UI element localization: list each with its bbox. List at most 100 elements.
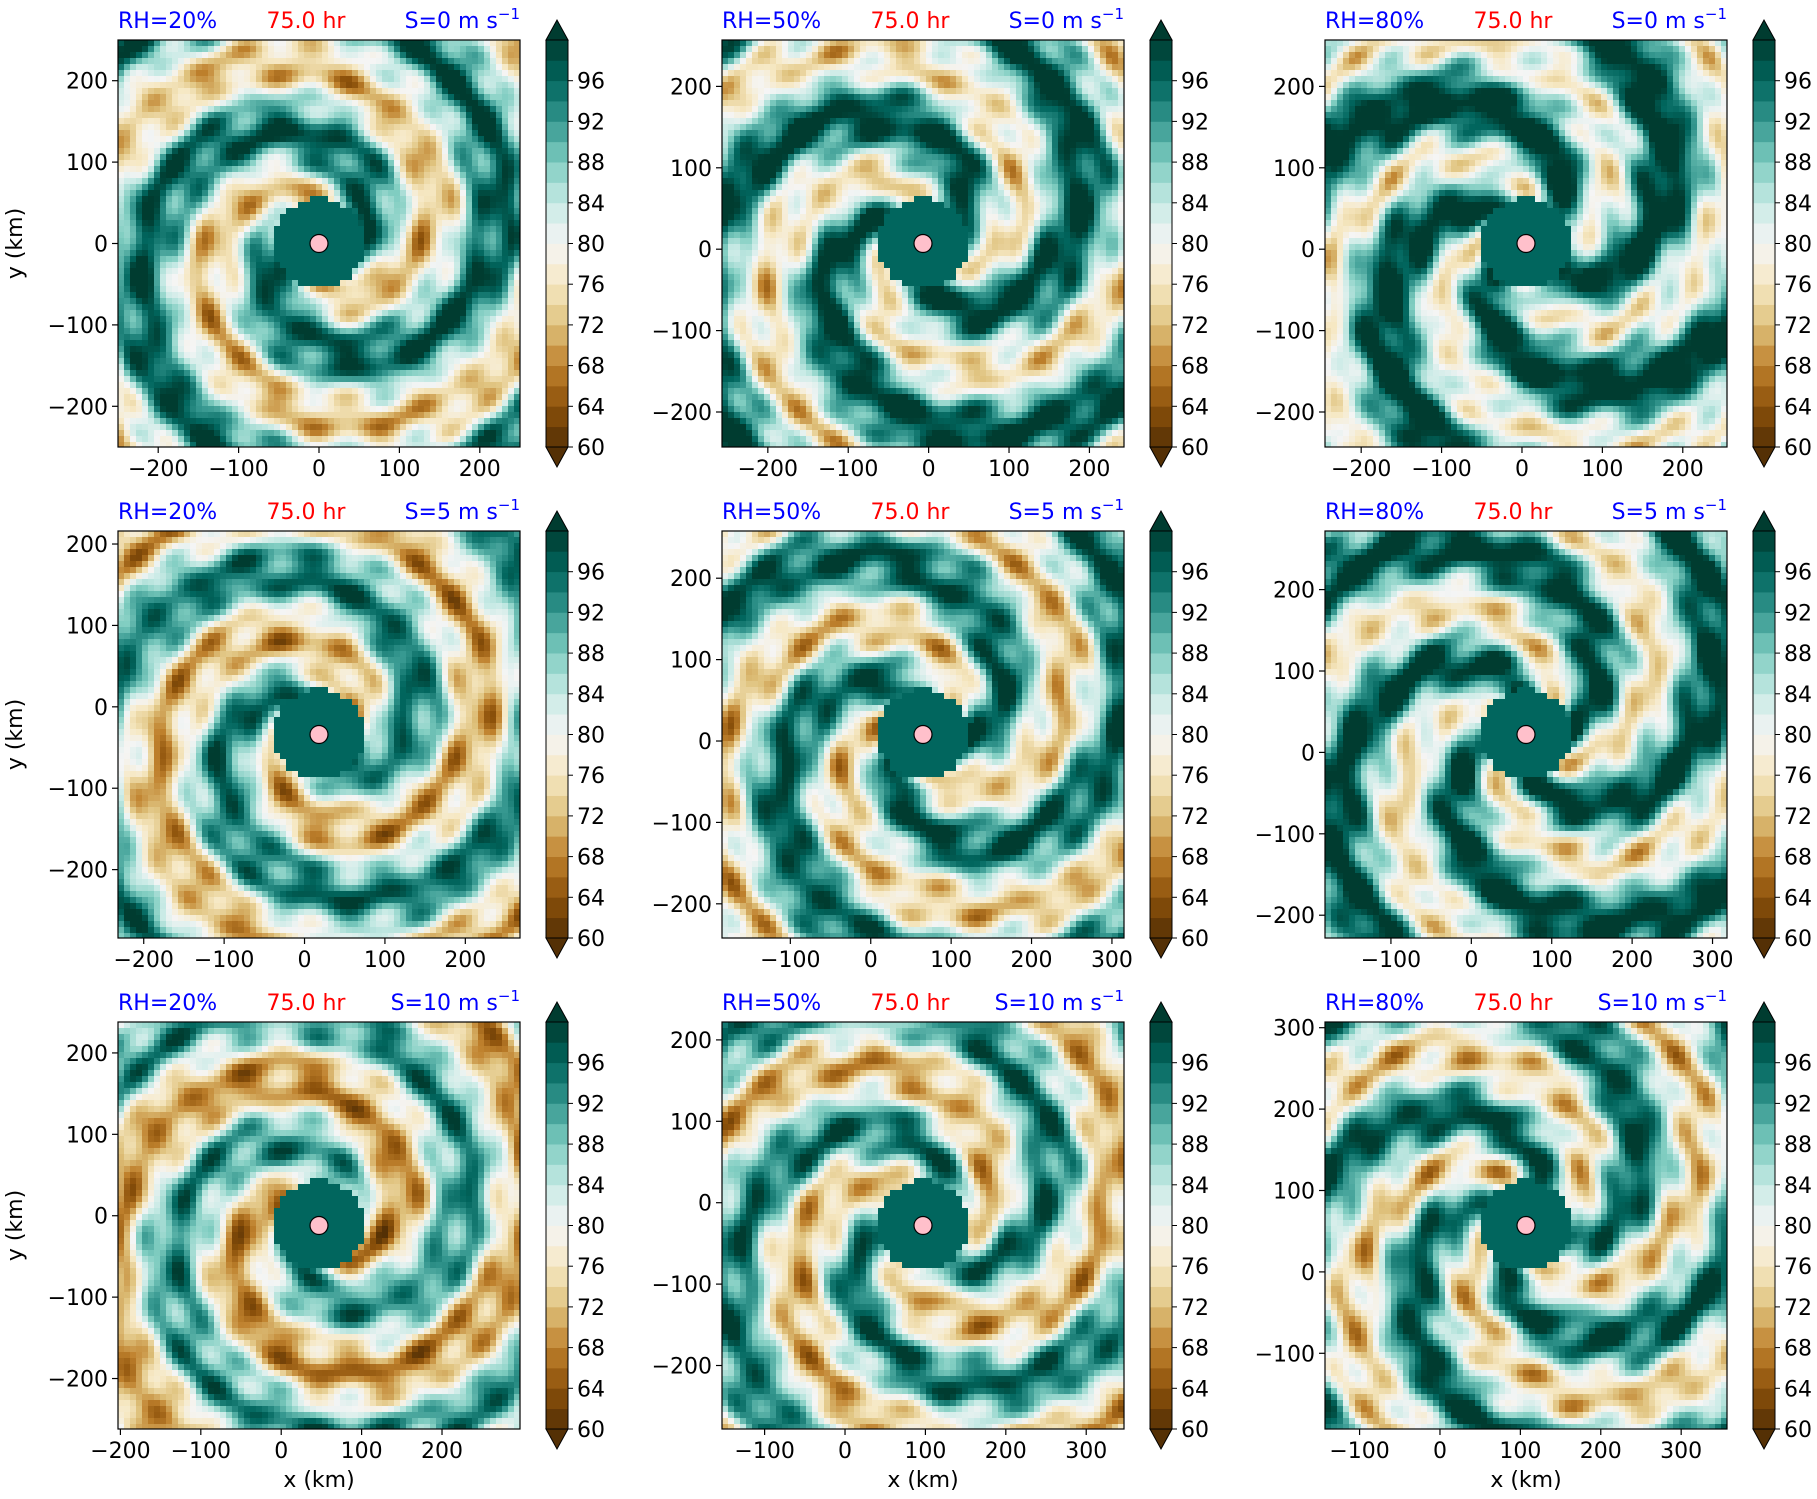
colorbar-band	[1753, 426, 1775, 448]
x-tick-label: −100	[171, 1439, 231, 1464]
title-shear: S=0 m s−1	[1612, 5, 1727, 34]
colorbar-tick-label: 68	[577, 1337, 605, 1362]
colorbar-extend-min	[1752, 937, 1776, 960]
colorbar-band	[1753, 1286, 1775, 1308]
colorbar-band	[546, 1205, 568, 1226]
storm-center-marker	[1516, 233, 1536, 254]
colorbar-band	[546, 1042, 568, 1064]
colorbar-band	[1150, 1367, 1172, 1389]
y-tick-label: 200	[66, 1042, 108, 1067]
colorbar-tick-label: 92	[1181, 601, 1209, 626]
colorbar-extend-min	[545, 937, 569, 960]
colorbar-tick-label: 80	[1784, 724, 1812, 749]
colorbar-tick-label: 76	[1181, 1255, 1209, 1280]
title-time: 75.0 hr	[1474, 500, 1554, 525]
storm-center-marker	[913, 1215, 933, 1236]
x-tick-label: 0	[274, 1439, 288, 1464]
colorbar-tick-label: 92	[577, 601, 605, 626]
colorbar-tick-label: 72	[1784, 805, 1812, 830]
colorbar-tick-label: 80	[577, 724, 605, 749]
colorbar-band	[1753, 856, 1775, 878]
panel-7: −200 −100 0 100 200 −200 −100 0 100 200 y (km) x (k…	[3, 987, 605, 1493]
x-tick-label: 300	[1692, 948, 1734, 973]
colorbar-tick-label: 96	[577, 561, 605, 586]
colorbar-band	[1753, 1103, 1775, 1125]
title-shear: S=10 m s−1	[995, 987, 1124, 1016]
colorbar-extend-min	[545, 1428, 569, 1451]
x-tick-label: 200	[421, 1439, 463, 1464]
colorbar-band	[1753, 1327, 1775, 1348]
x-tick-label: 200	[1068, 457, 1110, 482]
colorbar-extend-max	[1149, 509, 1173, 532]
colorbar-band	[546, 1062, 568, 1084]
colorbar-tick-label: 80	[577, 1215, 605, 1240]
colorbar-band	[1150, 426, 1172, 448]
colorbar-band	[546, 365, 568, 387]
y-tick-label: −100	[48, 1286, 108, 1311]
y-tick-label: 200	[1273, 1098, 1315, 1123]
colorbar-band	[1753, 531, 1775, 552]
colorbar-band	[1150, 1205, 1172, 1226]
colorbar-extend-max	[545, 1000, 569, 1023]
colorbar-tick-label: 68	[1784, 1337, 1812, 1362]
colorbar-band	[1753, 385, 1775, 407]
colorbar-band	[1753, 571, 1775, 593]
colorbar-tick-label: 88	[577, 642, 605, 667]
colorbar-band	[1753, 897, 1775, 919]
colorbar-band	[1753, 1205, 1775, 1226]
colorbar-band	[546, 1144, 568, 1165]
y-tick-label: −100	[652, 1273, 712, 1298]
colorbar-band	[546, 202, 568, 224]
colorbar-band	[1150, 754, 1172, 776]
colorbar-band	[1150, 304, 1172, 326]
y-tick-label: 100	[66, 1123, 108, 1148]
y-tick-label: 200	[670, 1029, 712, 1054]
panel-1: −200 −100 0 100 200 −200 −100 0 100 200 y (km) RH=2…	[3, 5, 605, 482]
x-tick-label: 100	[341, 1439, 383, 1464]
colorbar-band	[1150, 1062, 1172, 1084]
colorbar-tick-label: 72	[1784, 314, 1812, 339]
colorbar-band	[546, 917, 568, 939]
colorbar-band	[1753, 1123, 1775, 1145]
colorbar-band	[1753, 263, 1775, 285]
colorbar-band	[546, 1286, 568, 1308]
colorbar-tick-label: 72	[1784, 1296, 1812, 1321]
colorbar-band	[1753, 141, 1775, 163]
colorbar-tick-label: 92	[1784, 110, 1812, 135]
colorbar-band	[1753, 162, 1775, 183]
x-tick-label: −100	[208, 457, 268, 482]
colorbar-band	[1150, 1042, 1172, 1064]
colorbar-band	[1753, 876, 1775, 898]
colorbar-band	[546, 1022, 568, 1043]
colorbar-tick-label: 72	[1181, 314, 1209, 339]
colorbar-band	[546, 551, 568, 573]
colorbar-band	[1150, 1266, 1172, 1287]
y-tick-label: −100	[1255, 823, 1315, 848]
rh-field	[722, 40, 1124, 447]
colorbar-tick-label: 80	[1181, 724, 1209, 749]
colorbar-band	[546, 531, 568, 552]
colorbar-band	[1150, 406, 1172, 428]
y-tick-label: −100	[652, 811, 712, 836]
colorbar-band	[1150, 673, 1172, 695]
colorbar: 60 64 68 72 76 80 84 88 92 96	[545, 509, 605, 960]
x-tick-label: −200	[114, 948, 174, 973]
colorbar-tick-label: 64	[577, 886, 605, 911]
colorbar-band	[546, 775, 568, 796]
rh-field	[1325, 40, 1727, 447]
colorbar-band	[546, 182, 568, 204]
colorbar-band	[1150, 345, 1172, 366]
axes-frame	[117, 1021, 521, 1430]
colorbar-band	[546, 101, 568, 122]
colorbar-band	[546, 653, 568, 674]
axes-frame	[1324, 530, 1728, 939]
x-tick-label: 0	[864, 948, 878, 973]
colorbar-tick-label: 68	[1784, 355, 1812, 380]
y-tick-label: −200	[652, 401, 712, 426]
colorbar-extend-max	[1149, 18, 1173, 41]
colorbar-tick-label: 84	[1784, 1174, 1812, 1199]
colorbar-band	[1150, 551, 1172, 573]
x-tick-label: −100	[1361, 948, 1421, 973]
colorbar: 60 64 68 72 76 80 84 88 92 96	[1149, 1000, 1209, 1451]
